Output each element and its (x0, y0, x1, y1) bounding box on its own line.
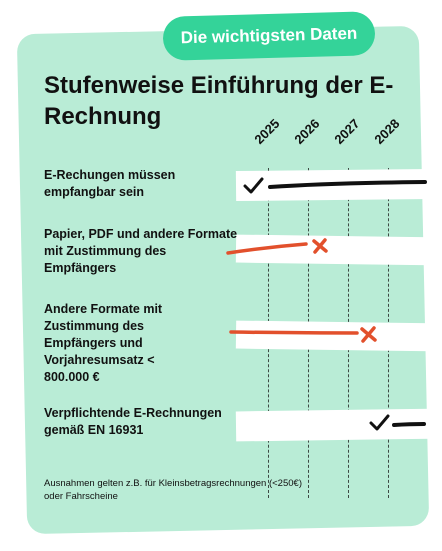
row-4-marks (369, 414, 426, 431)
row-label-3: Andere Formate mit Zustimmung des Empfän… (44, 302, 163, 384)
check-icon (243, 177, 264, 194)
row-1-marks (243, 177, 427, 194)
row-1-line (268, 180, 427, 189)
row-2-line (226, 242, 308, 255)
cross-icon (312, 238, 328, 254)
row-3-marks (229, 326, 377, 343)
row-label-4: Verpflichtende E-Rechnungen gemäß EN 169… (44, 406, 222, 437)
row-3-line (229, 330, 359, 335)
row-label-1: E-Rechungen müssen empfangbar sein (44, 168, 176, 199)
row-2-marks (226, 238, 328, 255)
footnote: Ausnahmen gelten z.B. für Kleinsbetragsr… (44, 478, 302, 502)
row-label-2: Papier, PDF und andere Formate mit Zusti… (44, 227, 238, 275)
row-4-line (392, 422, 426, 427)
page-title: Stufenweise Einführung der E-Rechnung (44, 72, 394, 130)
cross-icon (360, 326, 377, 343)
check-icon (369, 414, 390, 431)
